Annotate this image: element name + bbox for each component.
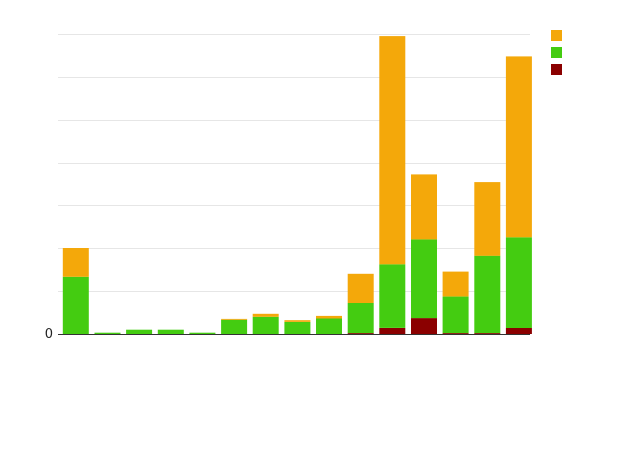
bar-segment[interactable]: [284, 320, 311, 322]
bar-segment[interactable]: [505, 56, 532, 238]
bar-segment[interactable]: [379, 36, 406, 265]
bar-segment[interactable]: [411, 239, 437, 319]
bar-segment[interactable]: [379, 264, 406, 328]
bar-segment[interactable]: [474, 333, 501, 334]
bar-segment[interactable]: [411, 174, 437, 240]
bar-segment[interactable]: [316, 315, 342, 319]
grid-layer: [58, 34, 530, 335]
bar-segment[interactable]: [442, 333, 469, 334]
legend-swatch[interactable]: [551, 64, 562, 75]
bars-layer: [62, 36, 532, 335]
legend-swatch[interactable]: [551, 47, 562, 58]
bar-segment[interactable]: [411, 318, 437, 334]
bar-segment[interactable]: [126, 329, 153, 334]
bar-segment[interactable]: [347, 333, 374, 334]
bar-segment[interactable]: [189, 332, 216, 334]
bar-segment[interactable]: [347, 303, 374, 334]
bar-segment[interactable]: [252, 316, 279, 334]
bar-segment[interactable]: [62, 248, 89, 277]
bar-segment[interactable]: [379, 328, 406, 334]
y-tick-label: 0: [45, 327, 53, 342]
bar-segment[interactable]: [442, 271, 469, 297]
bar-segment[interactable]: [474, 255, 501, 334]
bar-segment[interactable]: [505, 328, 532, 334]
legend-swatch[interactable]: [551, 30, 562, 41]
bar-segment[interactable]: [284, 322, 311, 334]
bar-segment[interactable]: [474, 182, 501, 256]
bar-segment[interactable]: [505, 237, 532, 328]
y-axis-ticks: 0: [45, 327, 53, 342]
bar-segment[interactable]: [442, 296, 469, 334]
bar-segment[interactable]: [221, 319, 248, 334]
bar-segment[interactable]: [252, 313, 279, 317]
bar-segment[interactable]: [94, 332, 121, 334]
bar-segment[interactable]: [62, 276, 89, 334]
bar-segment[interactable]: [347, 273, 374, 303]
bar-segment[interactable]: [157, 329, 184, 334]
bar-segment[interactable]: [316, 318, 342, 335]
legend[interactable]: [551, 30, 562, 75]
bar-segment[interactable]: [221, 318, 248, 320]
